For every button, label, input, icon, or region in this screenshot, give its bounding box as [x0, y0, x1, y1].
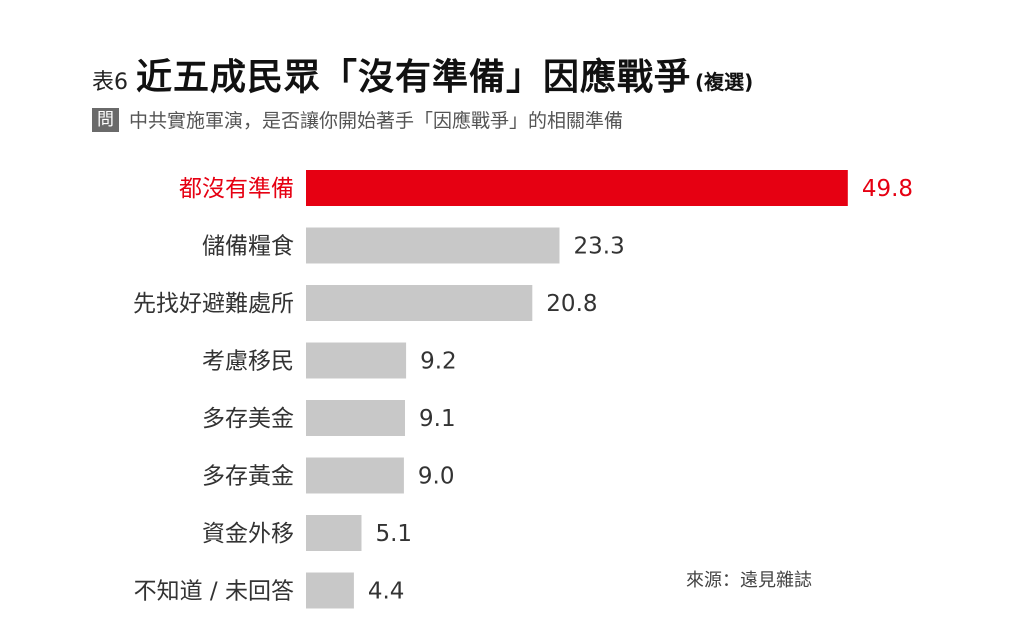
category-label-5: 多存黃金: [202, 464, 294, 490]
category-label-0: 都沒有準備: [179, 176, 294, 202]
category-label-4: 多存美金: [202, 406, 294, 432]
value-label-4: 9.1: [419, 406, 456, 432]
title-suffix: (複選): [695, 70, 754, 94]
value-label-6: 5.1: [375, 521, 412, 547]
chart-header: 表6 近五成民眾「沒有準備」因應戰爭 (複選): [92, 48, 753, 100]
title-line: 表6 近五成民眾「沒有準備」因應戰爭 (複選): [92, 48, 753, 100]
bar-5: [306, 457, 404, 494]
question-badge: 問: [92, 107, 119, 132]
question-line: 問 中共實施軍演，是否讓你開始著手「因應戰爭」的相關準備: [92, 106, 623, 133]
value-label-0: 49.8: [862, 176, 913, 202]
category-label-2: 先找好避難處所: [133, 291, 294, 317]
value-label-2: 20.8: [546, 291, 597, 317]
bar-4: [306, 400, 405, 436]
value-label-5: 9.0: [418, 464, 455, 490]
bar-3: [306, 342, 407, 379]
category-label-6: 資金外移: [202, 521, 294, 547]
source-note: 來源：遠見雜誌: [686, 570, 812, 591]
value-label-7: 4.4: [368, 579, 405, 605]
category-label-3: 考慮移民: [202, 349, 294, 375]
category-label-1: 儲備糧食: [202, 234, 294, 260]
question-text: 中共實施軍演，是否讓你開始著手「因應戰爭」的相關準備: [129, 110, 624, 132]
bar-1: [306, 227, 560, 264]
bar-7: [306, 572, 354, 609]
chart-title: 近五成民眾「沒有準備」因應戰爭: [136, 57, 692, 98]
bar-2: [306, 285, 533, 321]
value-label-1: 23.3: [574, 234, 625, 260]
table-number: 表6: [92, 70, 128, 95]
bar-0: [306, 170, 848, 206]
bar-6: [306, 515, 362, 551]
value-label-3: 9.2: [420, 349, 457, 375]
category-label-7: 不知道 / 未回答: [134, 579, 294, 605]
